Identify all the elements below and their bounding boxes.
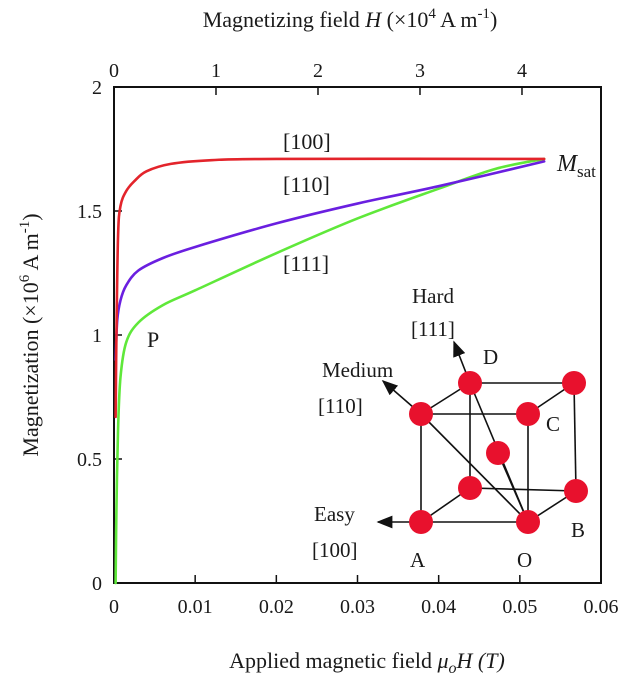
corner-b: B xyxy=(571,518,585,542)
top-tick-label: 2 xyxy=(313,60,323,82)
inset-medium-label: Medium xyxy=(322,358,393,382)
x-tick-label: 0.04 xyxy=(421,596,456,618)
atom xyxy=(409,510,433,534)
y-tick-label: 0 xyxy=(92,573,102,595)
corner-o: O xyxy=(517,548,532,572)
crystal-cube-inset: Hard [111] Medium [110] Easy [100] A B C… xyxy=(312,284,588,572)
x-tick-label: 0 xyxy=(109,596,119,618)
inset-easy-dir: [100] xyxy=(312,538,358,562)
atom xyxy=(458,371,482,395)
atom xyxy=(458,476,482,500)
x-axis-top-label: Magnetizing field H (×104 A m-1) xyxy=(203,6,498,32)
top-tick-label: 3 xyxy=(415,60,425,82)
series-label-111: [111] xyxy=(283,251,329,276)
corner-c: C xyxy=(546,412,560,436)
msat-label: Msat xyxy=(556,151,596,181)
x-tick-label: 0.03 xyxy=(340,596,375,618)
x-tick-label: 0.01 xyxy=(178,596,213,618)
atom xyxy=(409,402,433,426)
x-tick-label: 0.06 xyxy=(584,596,619,618)
series-line xyxy=(114,157,546,419)
top-axis-ticks: 0 1 2 3 4 xyxy=(109,60,527,95)
top-tick-label: 4 xyxy=(517,60,527,82)
x-tick-label: 0.05 xyxy=(502,596,537,618)
atom xyxy=(562,371,586,395)
top-tick-label: 0 xyxy=(109,60,119,82)
point-p-label: P xyxy=(147,327,159,352)
series-label-110: [110] xyxy=(283,172,330,197)
atom xyxy=(486,441,510,465)
top-tick-label: 1 xyxy=(211,60,221,82)
x-tick-label: 0.02 xyxy=(259,596,294,618)
atom xyxy=(516,402,540,426)
atom xyxy=(564,479,588,503)
y-tick-label: 2 xyxy=(92,77,102,99)
y-tick-label: 1 xyxy=(92,325,102,347)
corner-a: A xyxy=(410,548,426,572)
series-label-100: [100] xyxy=(283,129,331,154)
y-tick-label: 1.5 xyxy=(77,201,102,223)
atom xyxy=(516,510,540,534)
corner-d: D xyxy=(483,345,498,369)
y-axis-label: Magnetization (×106 A m-1) xyxy=(17,213,43,456)
series-line xyxy=(114,157,546,585)
series-line xyxy=(114,160,546,362)
x-axis-bottom-label: Applied magnetic field μoH (T) xyxy=(229,648,505,677)
y-tick-label: 0.5 xyxy=(77,449,102,471)
curves xyxy=(114,157,546,585)
x-axis-ticks: 0 0.01 0.02 0.03 0.04 0.05 0.06 xyxy=(109,575,619,618)
inset-easy-label: Easy xyxy=(314,502,355,526)
atoms xyxy=(409,371,588,534)
inset-hard-dir: [111] xyxy=(411,317,455,341)
inset-hard-label: Hard xyxy=(412,284,454,308)
inset-medium-dir: [110] xyxy=(318,394,363,418)
